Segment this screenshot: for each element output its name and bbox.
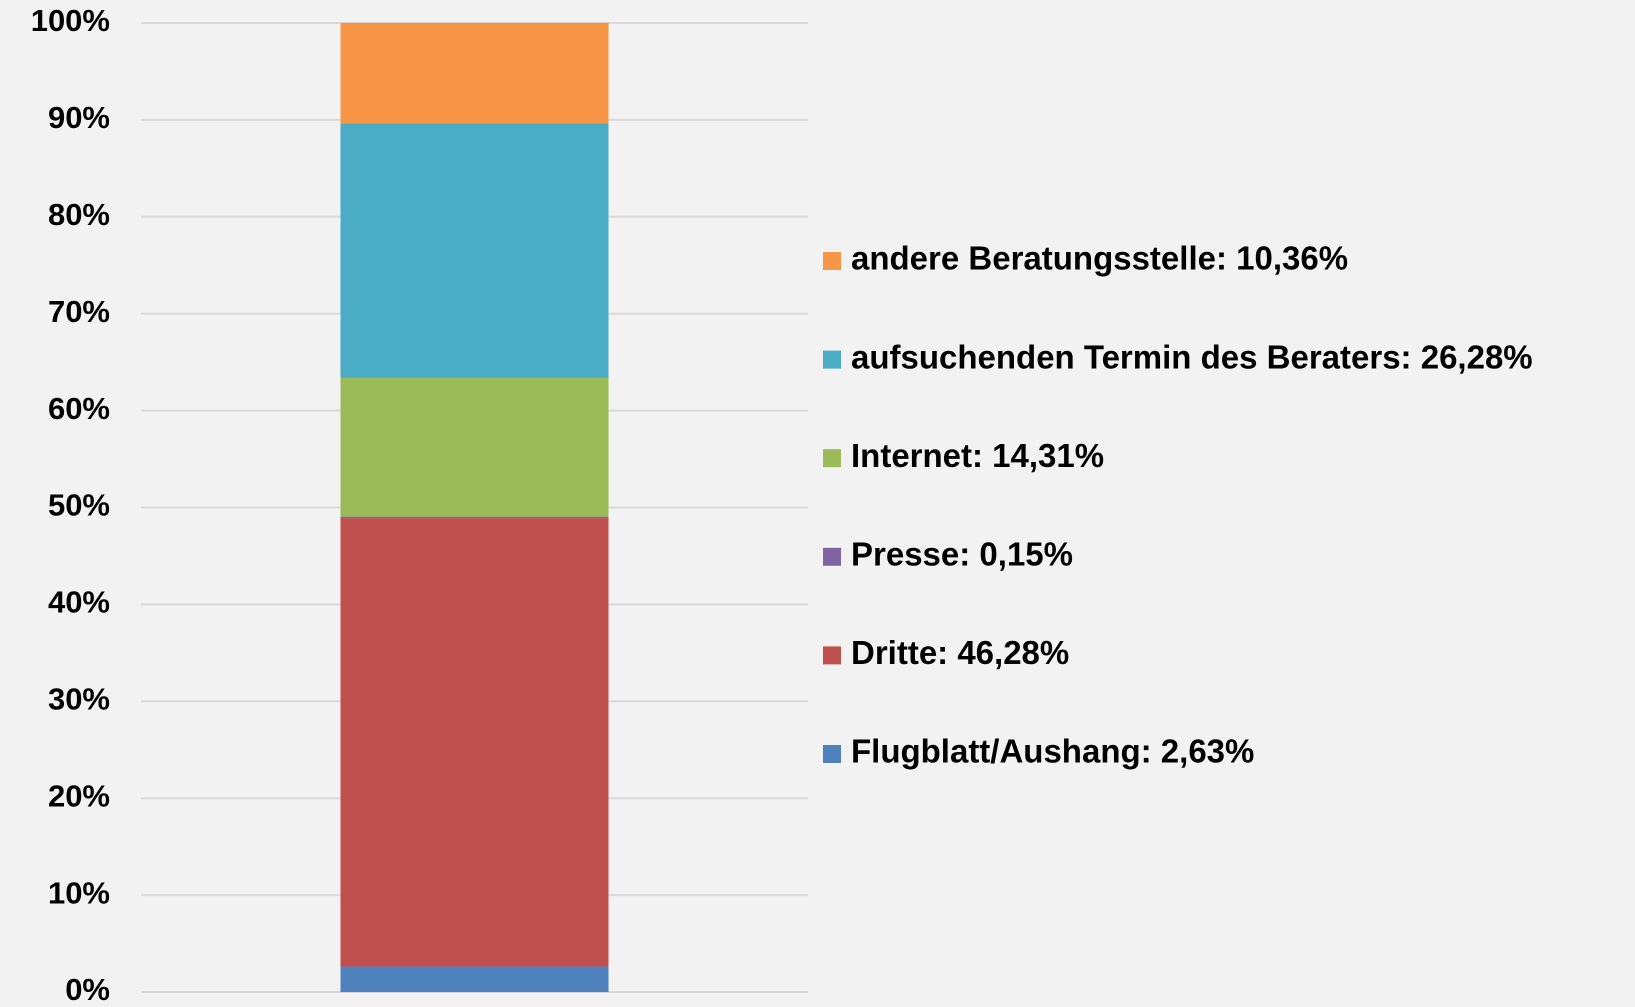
legend-label: Dritte: 46,28%: [851, 634, 1069, 671]
bar-segment: [340, 518, 609, 967]
legend-label: Flugblatt/Aushang: 2,63%: [851, 733, 1254, 770]
y-tick-label: 60%: [48, 391, 110, 426]
legend-swatch: [823, 646, 841, 665]
legend-label: Presse: 0,15%: [851, 536, 1073, 573]
y-tick-label: 10%: [48, 875, 110, 910]
legend-swatch: [823, 745, 841, 763]
bar-segment: [340, 966, 609, 992]
legend-swatch: [823, 449, 841, 468]
bar-segment: [340, 377, 609, 517]
legend-label: aufsuchenden Termin des Beraters: 26,28%: [851, 338, 1533, 375]
legend-label: andere Beratungsstelle: 10,36%: [851, 240, 1348, 277]
legend-swatch: [823, 252, 841, 270]
bar-segment: [340, 22, 609, 124]
bar-segment: [340, 123, 609, 378]
legend-label: Internet: 14,31%: [851, 437, 1104, 474]
y-tick-label: 80%: [48, 197, 110, 232]
y-tick-label: 100%: [31, 3, 110, 38]
y-tick-label: 90%: [48, 100, 110, 135]
y-tick-label: 70%: [48, 294, 110, 329]
legend-swatch: [823, 350, 841, 369]
y-tick-label: 50%: [48, 488, 110, 523]
y-tick-label: 40%: [48, 585, 110, 620]
legend-swatch: [823, 547, 841, 566]
bar-segment: [340, 516, 609, 519]
y-tick-label: 20%: [48, 778, 110, 813]
y-tick-label: 0%: [65, 972, 110, 1007]
y-tick-label: 30%: [48, 681, 110, 716]
